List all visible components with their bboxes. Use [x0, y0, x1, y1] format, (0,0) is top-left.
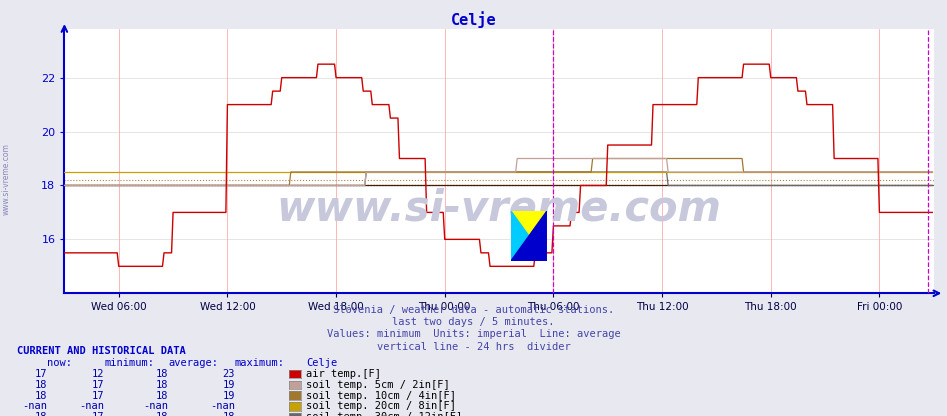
Text: soil temp. 30cm / 12in[F]: soil temp. 30cm / 12in[F]	[306, 412, 462, 416]
Text: CURRENT AND HISTORICAL DATA: CURRENT AND HISTORICAL DATA	[17, 347, 186, 357]
Polygon shape	[511, 211, 547, 261]
Text: 18: 18	[35, 380, 47, 390]
Polygon shape	[511, 211, 529, 261]
Text: 18: 18	[156, 412, 169, 416]
Text: 17: 17	[35, 369, 47, 379]
Text: -nan: -nan	[144, 401, 169, 411]
Text: 18: 18	[156, 369, 169, 379]
Text: soil temp. 10cm / 4in[F]: soil temp. 10cm / 4in[F]	[306, 391, 456, 401]
Text: Celje: Celje	[306, 358, 337, 368]
Text: www.si-vreme.com: www.si-vreme.com	[277, 188, 722, 230]
Text: -nan: -nan	[23, 401, 47, 411]
Text: 19: 19	[223, 380, 235, 390]
Text: air temp.[F]: air temp.[F]	[306, 369, 381, 379]
Text: last two days / 5 minutes.: last two days / 5 minutes.	[392, 317, 555, 327]
Text: 18: 18	[35, 412, 47, 416]
Text: 17: 17	[92, 380, 104, 390]
Text: 18: 18	[156, 380, 169, 390]
Text: -nan: -nan	[80, 401, 104, 411]
Text: 18: 18	[223, 412, 235, 416]
Text: Slovenia / weather data - automatic stations.: Slovenia / weather data - automatic stat…	[333, 305, 614, 314]
Text: 17: 17	[92, 412, 104, 416]
Text: minimum:: minimum:	[104, 358, 154, 368]
Text: maximum:: maximum:	[235, 358, 285, 368]
Text: soil temp. 5cm / 2in[F]: soil temp. 5cm / 2in[F]	[306, 380, 450, 390]
Text: -nan: -nan	[210, 401, 235, 411]
Text: 19: 19	[223, 391, 235, 401]
Text: 17: 17	[92, 391, 104, 401]
Text: 23: 23	[223, 369, 235, 379]
Text: www.si-vreme.com: www.si-vreme.com	[2, 143, 11, 215]
Text: 12: 12	[92, 369, 104, 379]
Text: average:: average:	[169, 358, 219, 368]
Text: Values: minimum  Units: imperial  Line: average: Values: minimum Units: imperial Line: av…	[327, 329, 620, 339]
Polygon shape	[511, 211, 547, 236]
Text: Celje: Celje	[451, 12, 496, 28]
Text: soil temp. 20cm / 8in[F]: soil temp. 20cm / 8in[F]	[306, 401, 456, 411]
Text: 18: 18	[156, 391, 169, 401]
Text: now:: now:	[47, 358, 72, 368]
Text: vertical line - 24 hrs  divider: vertical line - 24 hrs divider	[377, 342, 570, 352]
Text: 18: 18	[35, 391, 47, 401]
